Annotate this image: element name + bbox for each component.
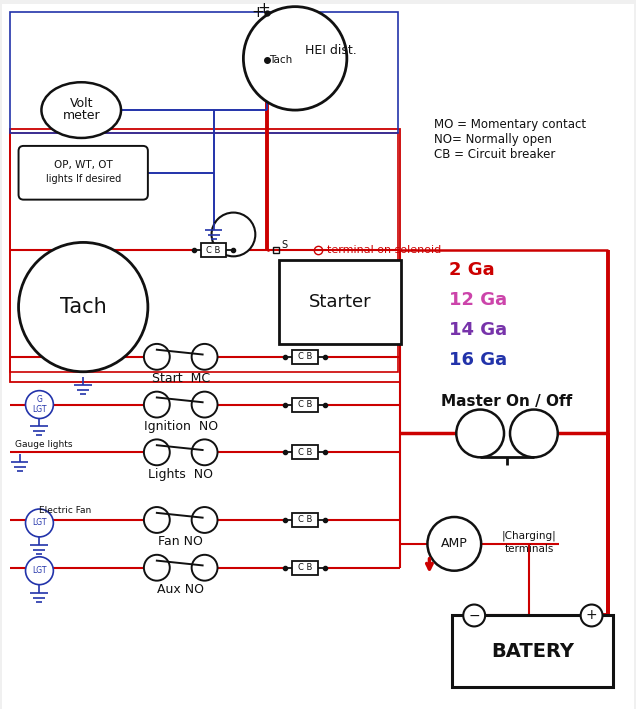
Text: Tach: Tach (60, 297, 107, 317)
Text: meter: meter (62, 108, 100, 121)
Circle shape (18, 242, 148, 372)
Text: AMP: AMP (441, 537, 467, 550)
Circle shape (191, 507, 218, 533)
Text: 2 Ga: 2 Ga (449, 262, 495, 279)
Circle shape (25, 557, 53, 585)
Text: Volt: Volt (69, 96, 93, 110)
Circle shape (456, 410, 504, 457)
Bar (200, 243, 226, 257)
Circle shape (144, 391, 170, 418)
Text: Lights  NO: Lights NO (148, 468, 213, 481)
Bar (279, 259, 401, 345)
Text: C B: C B (206, 246, 221, 255)
Text: C B: C B (298, 563, 312, 572)
Circle shape (581, 605, 602, 627)
Bar (10, 133, 398, 372)
Bar (292, 398, 318, 411)
Text: |Charging|: |Charging| (502, 530, 556, 541)
Circle shape (144, 344, 170, 370)
Bar (292, 561, 318, 575)
Text: Aux NO: Aux NO (157, 583, 204, 596)
Text: S: S (281, 240, 287, 250)
Text: C B: C B (298, 448, 312, 457)
Text: Electric Fan: Electric Fan (39, 506, 92, 515)
Circle shape (191, 391, 218, 418)
Circle shape (25, 391, 53, 418)
Bar (452, 615, 614, 687)
Text: HEI dist.: HEI dist. (305, 44, 357, 57)
Text: +: + (251, 5, 264, 20)
Text: +: + (586, 608, 597, 623)
Text: +: + (257, 1, 270, 16)
Bar (292, 350, 318, 364)
Text: G
LGT: G LGT (32, 395, 46, 414)
Circle shape (191, 555, 218, 581)
Circle shape (463, 605, 485, 627)
Text: Fan NO: Fan NO (158, 535, 203, 548)
Text: terminal on solenoid: terminal on solenoid (327, 245, 441, 255)
Text: BATERY: BATERY (492, 642, 574, 661)
Text: C B: C B (298, 400, 312, 409)
Circle shape (191, 440, 218, 465)
Circle shape (510, 410, 558, 457)
Text: Master On / Off: Master On / Off (441, 394, 572, 409)
Text: Starter: Starter (308, 293, 371, 311)
Text: Gauge lights: Gauge lights (15, 440, 72, 449)
Text: OP, WT, OT: OP, WT, OT (54, 160, 113, 170)
Bar (10, 129, 399, 381)
Text: lights If desired: lights If desired (46, 174, 121, 184)
Circle shape (244, 6, 347, 110)
Bar (292, 513, 318, 527)
Text: 14 Ga: 14 Ga (449, 321, 508, 339)
Circle shape (144, 507, 170, 533)
Text: LGT: LGT (32, 566, 46, 575)
Text: −: − (468, 608, 480, 623)
Text: terminals: terminals (504, 544, 553, 554)
Circle shape (144, 555, 170, 581)
Text: 12 Ga: 12 Ga (449, 291, 508, 309)
Circle shape (144, 440, 170, 465)
Bar (292, 445, 318, 459)
Circle shape (212, 213, 255, 257)
Circle shape (427, 517, 481, 571)
Circle shape (25, 509, 53, 537)
Circle shape (191, 344, 218, 370)
Bar (10, 11, 398, 133)
Text: Tach: Tach (269, 55, 293, 65)
Text: C B: C B (298, 515, 312, 525)
Text: C B: C B (298, 352, 312, 362)
Text: 16 Ga: 16 Ga (449, 351, 508, 369)
Text: Ignition  NO: Ignition NO (144, 420, 218, 433)
Text: LGT: LGT (32, 518, 46, 527)
Ellipse shape (41, 82, 121, 138)
FancyBboxPatch shape (18, 146, 148, 200)
Text: Start  MC: Start MC (151, 372, 210, 385)
Text: MO = Momentary contact
NO= Normally open
CB = Circuit breaker: MO = Momentary contact NO= Normally open… (434, 118, 586, 161)
